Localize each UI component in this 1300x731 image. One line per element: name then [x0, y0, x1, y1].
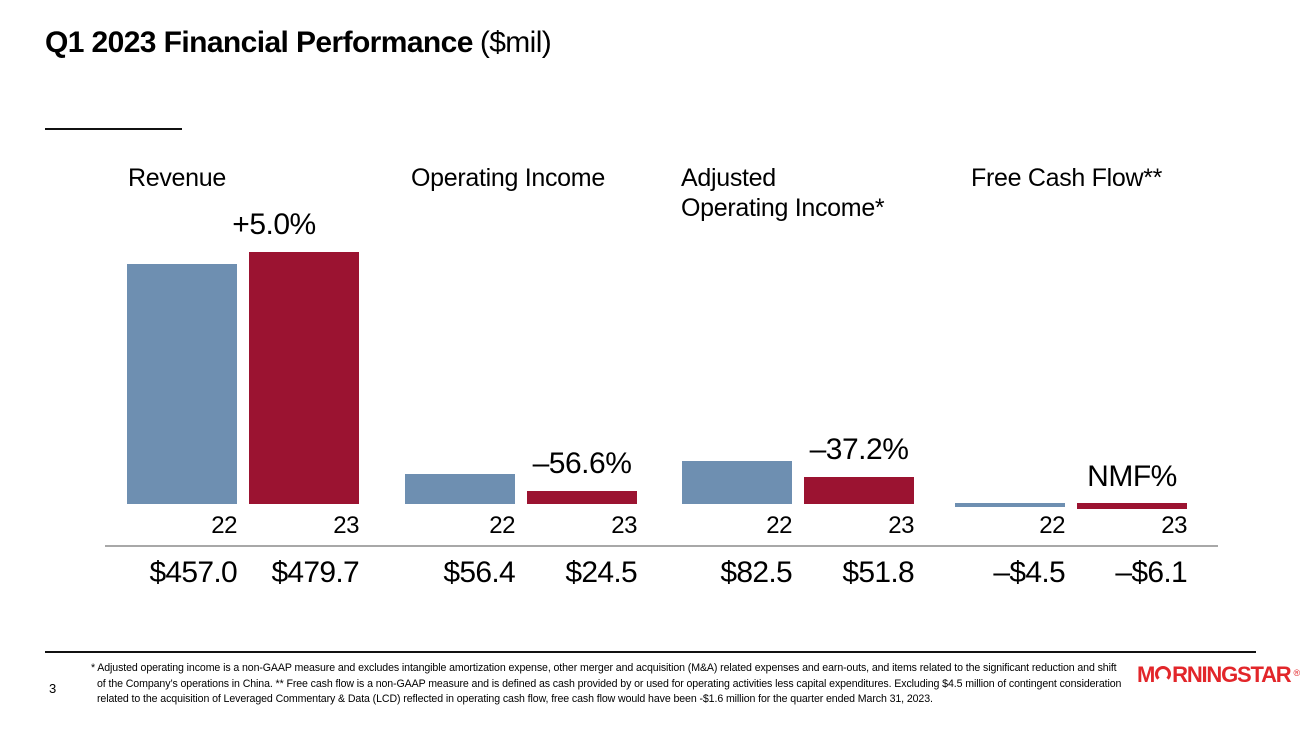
year-label: 22 [211, 512, 237, 539]
value-label: –$6.1 [1115, 556, 1187, 589]
value-label: $24.5 [565, 556, 637, 589]
year-label: 22 [766, 512, 792, 539]
year-label: 23 [611, 512, 637, 539]
page-title: Q1 2023 Financial Performance ($mil) [45, 26, 552, 60]
value-label: $82.5 [720, 556, 792, 589]
morningstar-logo: M RNINGSTAR ® [1137, 664, 1300, 686]
bar-2023 [804, 476, 914, 504]
bar-2022 [405, 474, 515, 504]
bar-2022 [955, 503, 1065, 508]
value-label: $51.8 [842, 556, 914, 589]
logo-letters-rest: RNINGSTAR [1172, 662, 1292, 687]
chart-group-title: Adjusted Operating Income* [681, 164, 885, 222]
year-label: 23 [1161, 512, 1187, 539]
chart-group-title: Revenue [128, 164, 226, 192]
chart-group-title: Free Cash Flow** [971, 164, 1163, 192]
logo-o-arc-icon [1155, 666, 1172, 682]
page-title-unit: ($mil) [479, 26, 552, 59]
footnote-line: related to the acquisition of Leveraged … [97, 693, 933, 706]
footnote-line: * Adjusted operating income is a non-GAA… [91, 662, 1117, 674]
year-label: 22 [489, 512, 515, 539]
value-label: $457.0 [149, 556, 237, 589]
value-label: $479.7 [271, 556, 359, 589]
year-label: 23 [333, 512, 359, 539]
values-divider-line [105, 545, 1218, 547]
chart-group-title: Operating Income [411, 164, 605, 192]
bar-2023 [527, 491, 637, 504]
bar-2023 [249, 252, 359, 504]
value-label: $56.4 [443, 556, 515, 589]
change-percent-label: –56.6% [532, 447, 632, 481]
logo-letter-m: M [1137, 662, 1155, 687]
value-label: –$4.5 [993, 556, 1065, 589]
bar-2022 [682, 460, 792, 504]
footer-rule [45, 651, 1256, 653]
change-percent-label: +5.0% [232, 208, 316, 242]
change-percent-label: NMF% [1087, 460, 1177, 493]
bar-2023 [1077, 503, 1187, 509]
registered-trademark-icon: ® [1293, 668, 1300, 678]
change-percent-label: –37.2% [809, 432, 909, 466]
footnote: * Adjusted operating income is a non-GAA… [91, 661, 1122, 708]
year-label: 23 [888, 512, 914, 539]
bar-2022 [127, 264, 237, 504]
footnote-line: of the Company’s operations in China. **… [97, 677, 1122, 690]
title-rule [45, 128, 182, 130]
page-title-main: Q1 2023 Financial Performance [45, 26, 473, 59]
year-label: 22 [1039, 512, 1065, 539]
page-number: 3 [49, 681, 57, 696]
